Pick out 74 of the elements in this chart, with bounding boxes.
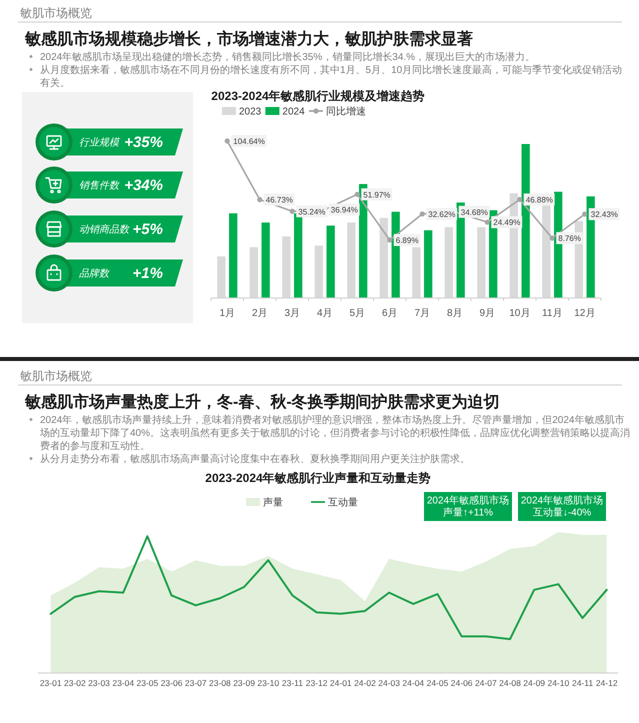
x-tick-label: 24-08 <box>499 678 522 688</box>
legend-label: 2023 <box>239 106 262 118</box>
point <box>224 138 230 144</box>
point <box>517 196 522 202</box>
point <box>290 208 295 214</box>
x-tick-label: 24-07 <box>474 678 497 688</box>
x-tick-label: 23-04 <box>112 678 134 688</box>
x-tick-label: 24-12 <box>596 678 618 688</box>
x-tick-label: 6月 <box>382 308 398 319</box>
text: 从月度数据来看，敏感肌市场在不同月份的增长速度有所不同，其中1月、5月、10月同比增长速度最高，可能与季节变化或促销活动有关。 <box>40 64 622 89</box>
point <box>484 220 490 225</box>
x-tick-label: 24-09 <box>523 678 546 688</box>
x-tick-label: 24-10 <box>547 678 570 688</box>
text: +34% <box>124 177 163 194</box>
text: 销售件数 <box>79 180 120 192</box>
text: 从分月走势分布看，敏感肌市场高声量高讨论度集中在春秋、夏秋换季期间用户更关注护肤需求。 <box>40 453 470 465</box>
point <box>420 211 425 217</box>
text: 动销商品数 <box>79 224 130 236</box>
x-tick-label: 23-02 <box>64 678 86 688</box>
x-tick-label: 23-06 <box>160 678 183 688</box>
text: +1% <box>132 265 163 282</box>
x-tick-label: 5月 <box>349 308 366 319</box>
x-tick-label: 12月 <box>574 308 596 319</box>
x-tick-label: 8月 <box>446 308 463 319</box>
point <box>257 197 262 202</box>
x-tick-label: 24-01 <box>330 678 352 688</box>
bar <box>262 222 270 298</box>
x-tick-label: 23-11 <box>282 678 304 688</box>
legend-label: 互动量 <box>328 498 358 508</box>
x-tick-label: 24-11 <box>572 678 594 688</box>
x-tick-label: 23-09 <box>233 678 256 688</box>
legend-label: 同比增速 <box>326 106 366 118</box>
x-tick-label: 4月 <box>316 308 333 319</box>
point <box>550 236 555 241</box>
x-tick-label: 9月 <box>479 308 496 319</box>
legend-label: 声量 <box>263 496 283 508</box>
bar <box>294 213 302 298</box>
bar <box>326 226 335 298</box>
chart-title: 2023-2024年敏感肌行业规模及增速趋势 <box>211 89 425 103</box>
point <box>387 237 392 243</box>
text: 2024年敏感肌市场呈现出稳健的增长态势，销售额同比增长35%，销量同比增长34.%，展现出巨大的市场潜力。 <box>40 51 536 63</box>
legend-label: 2024 <box>282 106 306 118</box>
x-tick-label: 24-05 <box>426 678 449 688</box>
x-tick-label: 23-07 <box>184 678 207 688</box>
x-tick-label: 24-02 <box>354 678 376 688</box>
text: 品牌数 <box>79 268 110 280</box>
x-tick-label: 2月 <box>252 308 268 319</box>
text: 敏肌市场概览 <box>20 369 92 383</box>
x-tick-label: 7月 <box>414 308 430 319</box>
text: 敏感肌市场规模稳步增长，市场增速潜力大，敏肌护肤需求显著 <box>24 30 473 48</box>
x-tick-label: 3月 <box>284 308 300 319</box>
x-tick-label: 1月 <box>219 308 236 319</box>
text: 行业规模 <box>79 136 121 148</box>
x-tick-label: 24-03 <box>378 678 400 688</box>
x-tick-label: 23-03 <box>88 678 110 688</box>
text: +5% <box>132 221 163 238</box>
chart-title: 2023-2024年敏感肌行业声量和互动量走势 <box>205 471 431 485</box>
x-tick-label: 23-05 <box>136 678 159 688</box>
text: 敏肌市场概览 <box>20 6 92 20</box>
text: 敏感肌市场声量热度上升，冬-春、秋-冬换季期间护肤需求更为迫切 <box>24 392 500 411</box>
x-tick-label: 23-10 <box>257 678 280 688</box>
x-tick-label: 11月 <box>542 308 562 319</box>
bar <box>424 230 432 298</box>
point <box>354 192 360 197</box>
x-tick-label: 24-04 <box>402 678 424 688</box>
x-tick-label: 23-08 <box>209 678 232 688</box>
x-tick-label: 10月 <box>509 308 530 319</box>
text: +35% <box>124 134 163 151</box>
x-tick-label: 24-06 <box>450 678 473 688</box>
bar <box>229 213 238 298</box>
x-tick-label: 23-12 <box>306 678 328 688</box>
text: 2024年，敏感肌市场声量持续上升，意味着消费者对敏感肌护理的意识增强，整体市场热度上升。尽管声量增加，但2024年敏感肌市场的互动量却下降了40%。这表明虽然有更多关于敏感肌的讨论，但消费者参与讨论的积极性降低，品牌应优化调整营销策略以提高消费者的参与度和互动性。 <box>39 414 630 452</box>
x-tick-label: 23-01 <box>40 678 62 688</box>
point <box>582 212 588 217</box>
